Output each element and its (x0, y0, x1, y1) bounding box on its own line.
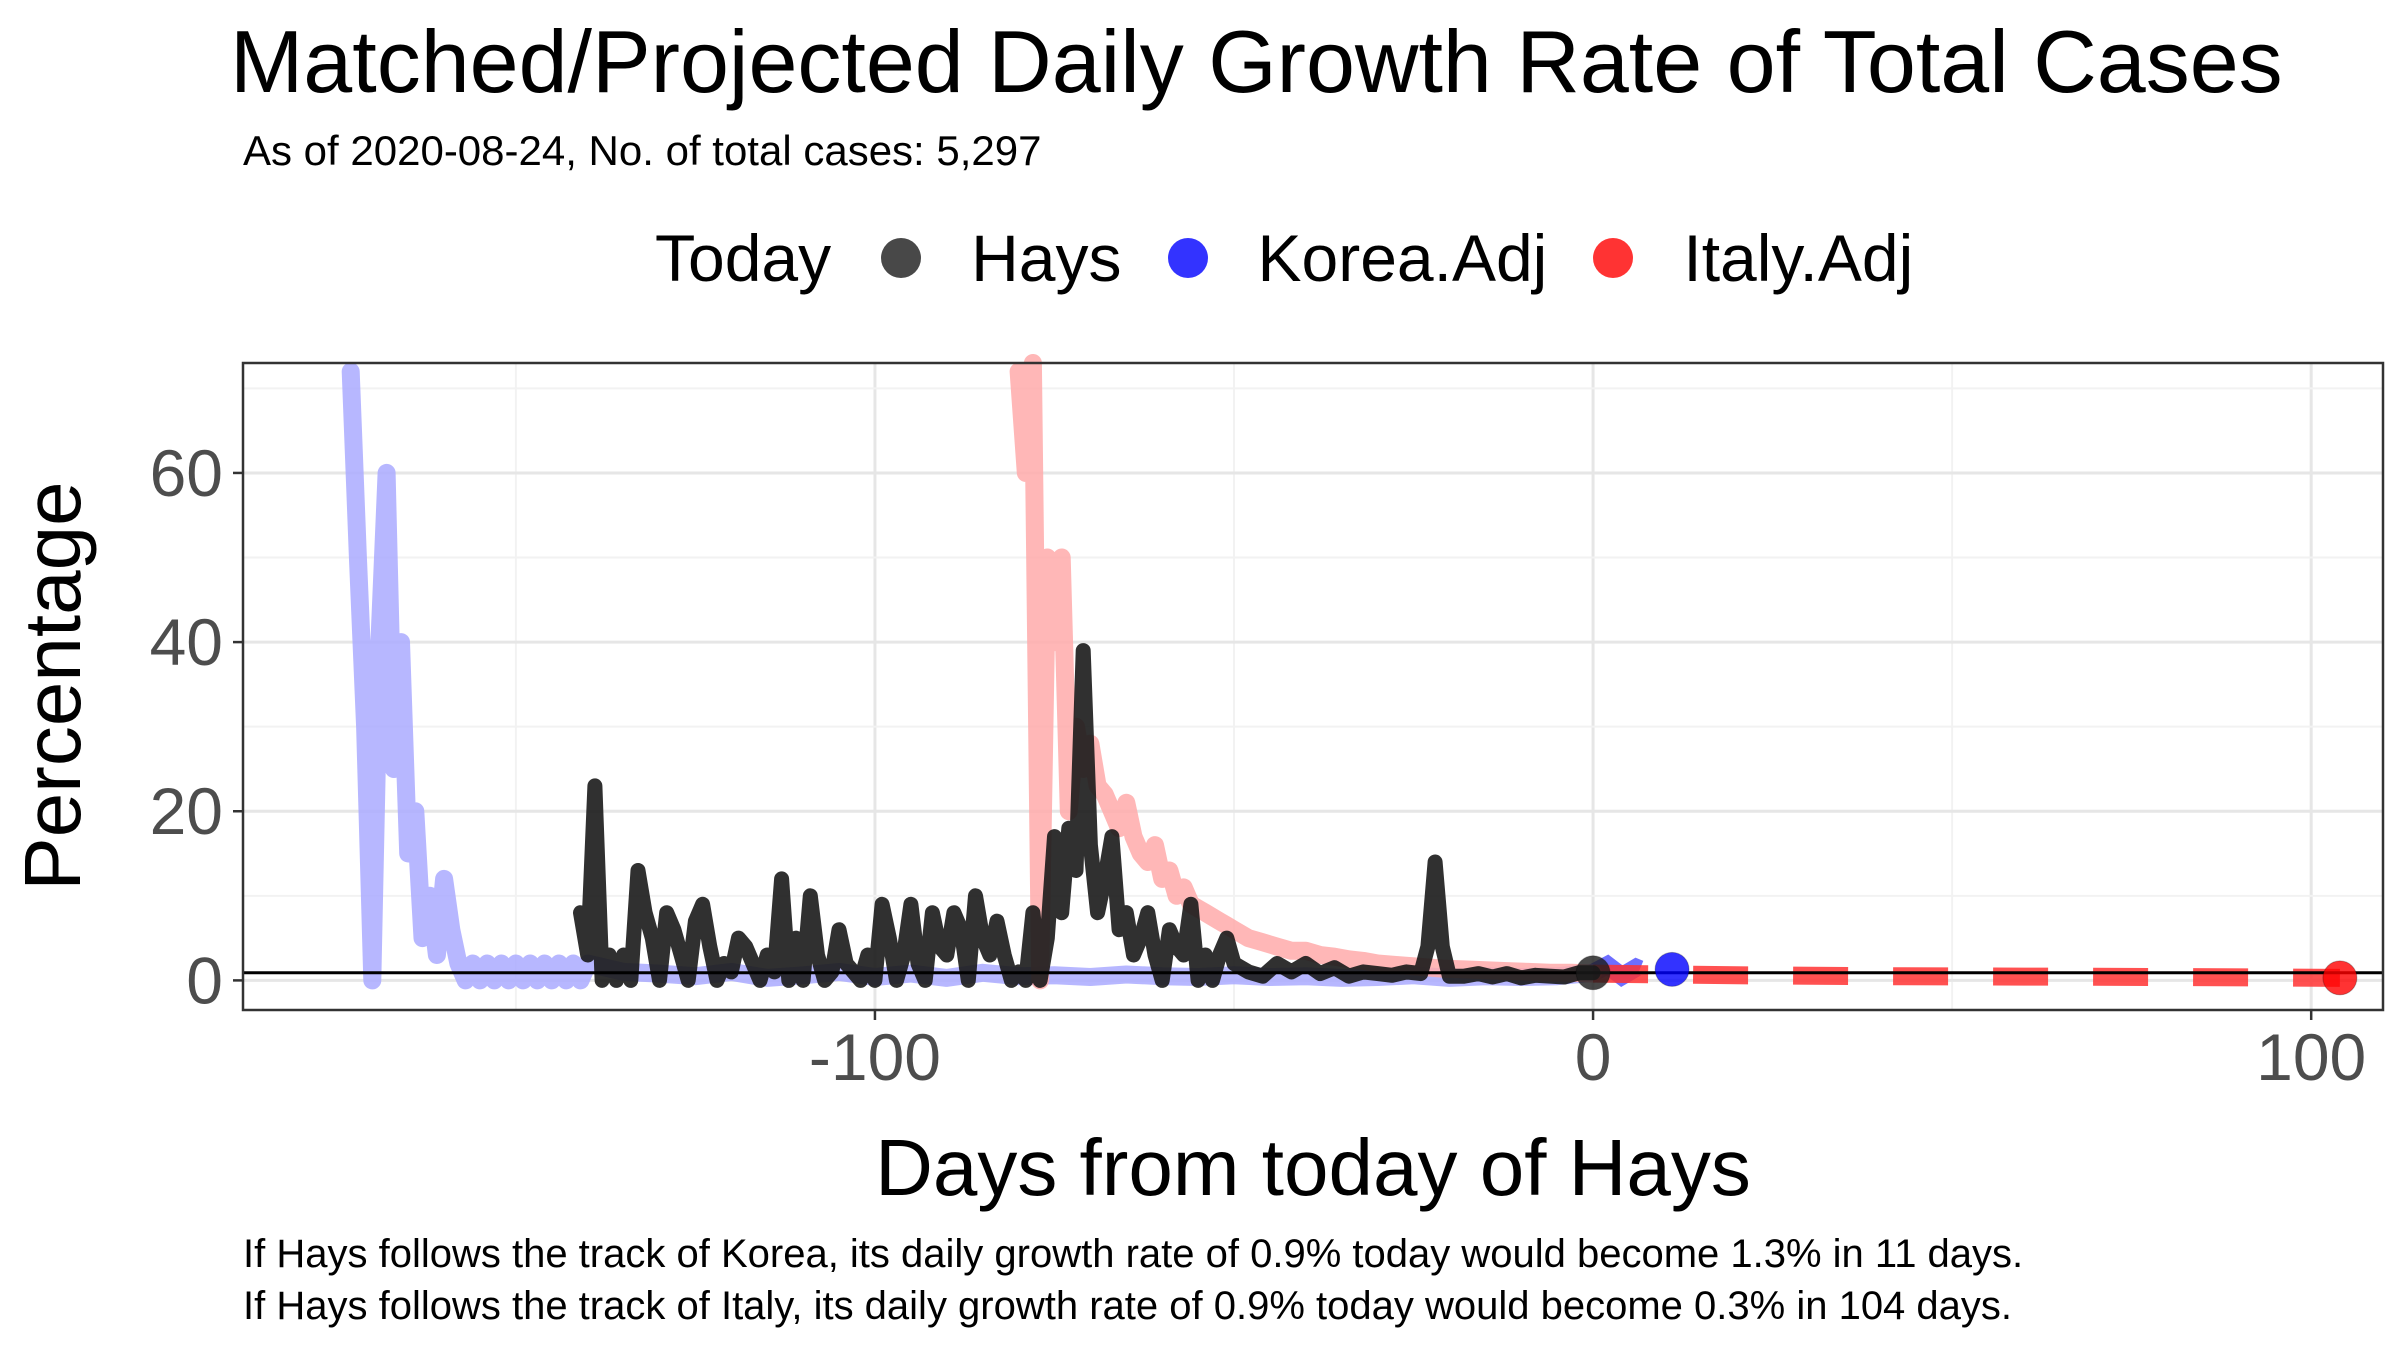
plot-border (241, 361, 2385, 1012)
today-point-korea-adj (1654, 951, 1690, 987)
x-tick-label: 0 (1575, 1020, 1612, 1094)
caption-italy: If Hays follows the track of Italy, its … (243, 1284, 2013, 1328)
legend-entry-italy: Italy.Adj (1593, 220, 1913, 296)
series-layer (341, 354, 2340, 990)
today-points-layer (1575, 951, 2358, 996)
axes-layer: -100 0 100 0 20 40 60 (150, 436, 2367, 1094)
y-tick-label: 20 (150, 774, 223, 848)
legend-label-italy: Italy.Adj (1683, 221, 1914, 295)
y-tick-label: 60 (150, 436, 223, 510)
plot-panel (243, 363, 2383, 1010)
legend-swatch-korea (1167, 238, 1208, 278)
legend-entry-korea: Korea.Adj (1167, 220, 1548, 296)
y-axis-title: Percentage (8, 481, 97, 890)
series-line-hays (573, 643, 1601, 988)
chart-title: Matched/Projected Daily Growth Rate of T… (230, 12, 2283, 111)
x-tick-label: 100 (2256, 1020, 2366, 1094)
legend: Today Hays Korea.Adj Italy.Adj (655, 218, 1959, 298)
x-tick-label: -100 (809, 1020, 941, 1094)
legend-label-korea: Korea.Adj (1257, 221, 1548, 295)
captions: If Hays follows the track of Korea, its … (243, 1228, 2023, 1332)
legend-label-hays: Hays (971, 221, 1122, 295)
y-tick-label: 40 (150, 605, 223, 679)
legend-title: Today (655, 221, 832, 295)
legend-swatch-hays (881, 238, 922, 278)
legend-swatch-italy (1593, 238, 1634, 278)
caption-korea: If Hays follows the track of Korea, its … (243, 1232, 2024, 1276)
y-tick-label: 0 (186, 943, 223, 1017)
legend-entry-hays: Hays (881, 220, 1122, 296)
series-projection-italy-adj (1592, 964, 2340, 987)
today-point-hays (1575, 955, 1611, 991)
x-axis-title: Days from today of Hays (875, 1123, 1751, 1212)
chart-subtitle: As of 2020-08-24, No. of total cases: 5,… (243, 127, 1042, 174)
today-point-italy-adj (2322, 960, 2358, 996)
